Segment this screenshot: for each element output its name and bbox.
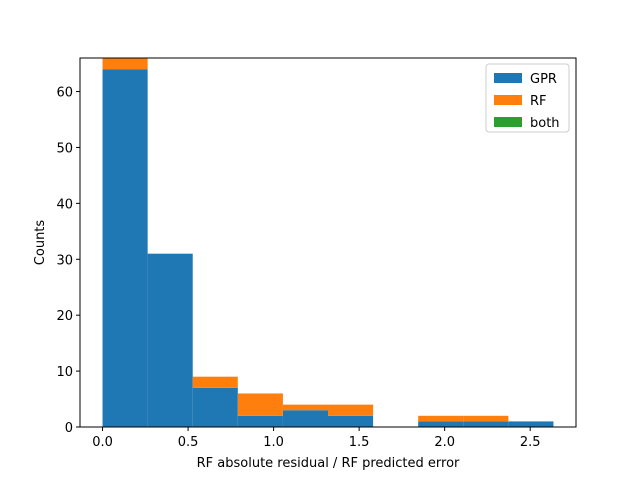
legend-swatch-rf [494, 95, 522, 105]
bar-gpr-bin-9 [508, 421, 554, 427]
bar-gpr-bin-0 [102, 69, 148, 427]
y-tick-label: 20 [56, 309, 73, 324]
y-tick-label: 30 [56, 253, 73, 268]
bar-gpr-bin-1 [147, 253, 193, 427]
bar-gpr-bin-2 [192, 387, 238, 427]
bars-layer [102, 58, 554, 427]
bar-rf-bin-2 [192, 376, 238, 388]
bar-rf-bin-3 [237, 393, 283, 416]
bar-rf-bin-0 [102, 58, 148, 70]
x-axis-ticks: 0.0 0.5 1.0 1.5 2.0 2.5 [92, 427, 541, 450]
bar-gpr-bin-8 [463, 421, 509, 427]
bar-rf-bin-5 [328, 404, 374, 416]
bar-gpr-bin-3 [237, 415, 283, 427]
bar-gpr-bin-4 [282, 410, 328, 427]
bar-rf-bin-4 [282, 404, 328, 411]
x-axis-label: RF absolute residual / RF predicted erro… [197, 456, 460, 471]
bar-gpr-bin-7 [418, 421, 464, 427]
bar-rf-bin-8 [463, 415, 509, 422]
y-tick-label: 60 [56, 86, 73, 101]
y-axis-ticks: 0 10 20 30 40 50 60 [56, 86, 80, 436]
y-axis-label: Counts [33, 220, 48, 266]
y-tick-label: 50 [56, 141, 73, 156]
legend-swatch-both [494, 117, 522, 127]
x-tick-label: 0.5 [178, 435, 199, 450]
x-tick-label: 1.5 [349, 435, 370, 450]
x-tick-label: 0.0 [92, 435, 113, 450]
y-tick-label: 10 [56, 365, 73, 380]
legend-label-both: both [530, 116, 560, 131]
bar-gpr-bin-5 [328, 415, 374, 427]
legend-label-rf: RF [530, 94, 547, 109]
bar-rf-bin-7 [418, 415, 464, 422]
x-tick-label: 2.0 [434, 435, 455, 450]
x-tick-label: 2.5 [520, 435, 541, 450]
x-tick-label: 1.0 [263, 435, 284, 450]
legend-label-gpr: GPR [530, 72, 557, 87]
legend-swatch-gpr [494, 73, 522, 83]
axes-frame [79, 57, 577, 428]
y-tick-label: 0 [65, 421, 73, 436]
legend: GPR RF both [485, 63, 570, 133]
y-tick-label: 40 [56, 197, 73, 212]
